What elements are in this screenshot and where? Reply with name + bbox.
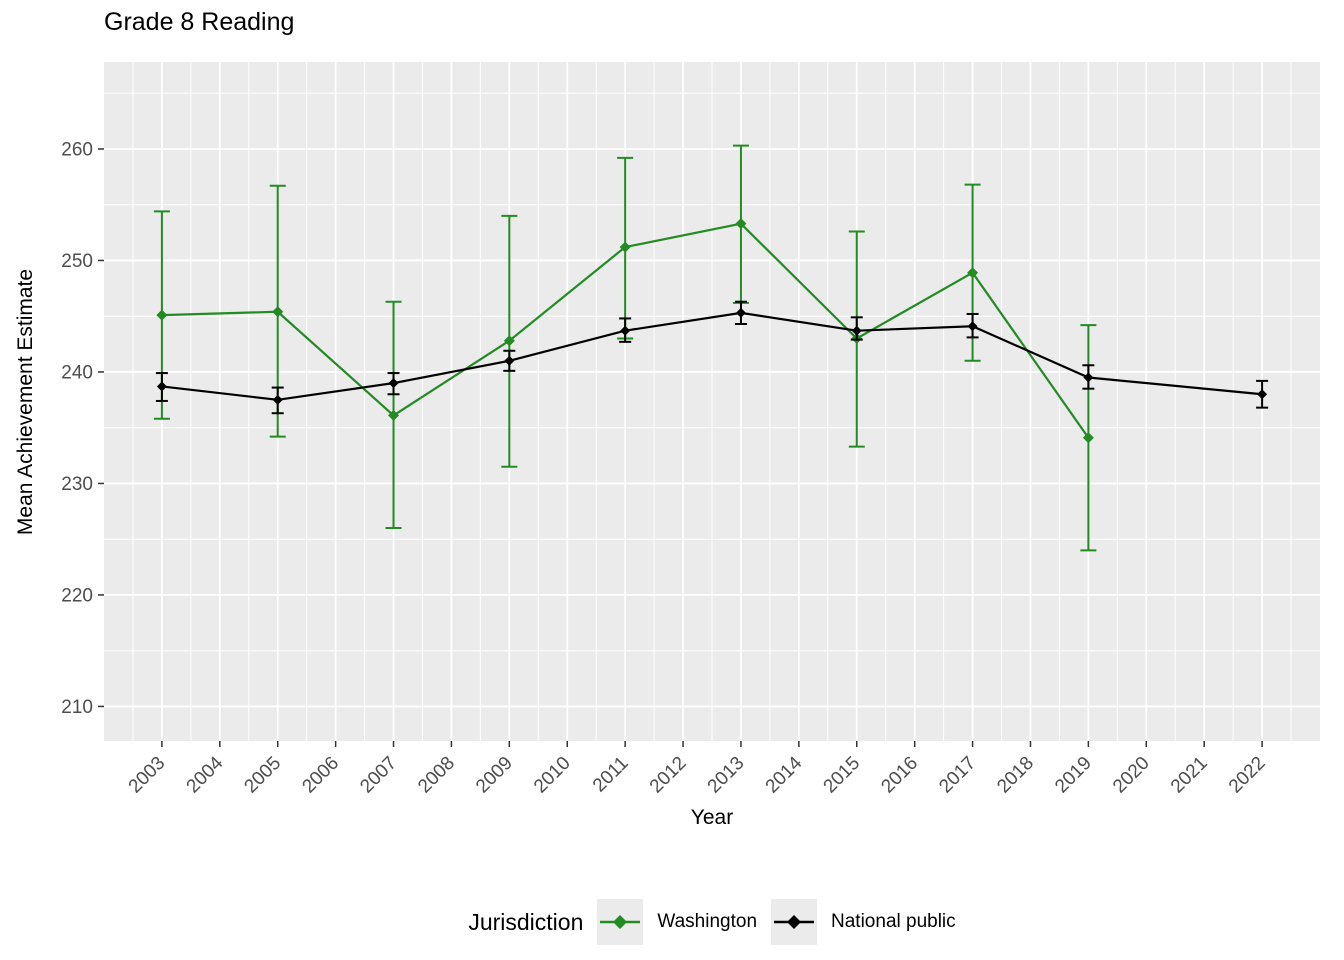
plot-area: 210 220 230 240 250 260 2003 2004 2005 2006 2007 20… [61,62,1320,798]
legend-key-national-public-icon [771,899,818,945]
x-tick-label: 2004 [183,752,228,797]
x-tick-label: 2016 [877,753,922,798]
series-line [161,311,1263,401]
y-axis-title: Mean Achievement Estimate [14,268,37,536]
x-tick-label: 2007 [356,753,401,798]
data-point [1083,372,1094,383]
x-tick-label: 2018 [993,753,1038,798]
x-tick-label: 2020 [1109,753,1154,798]
data-point [272,306,284,318]
x-tick-label: 2013 [704,753,749,798]
axis-ticks [98,148,1263,747]
x-tick-label: 2022 [1225,753,1270,798]
y-tick-label: 240 [61,362,93,383]
data-point [504,355,515,366]
data-point [503,335,515,347]
data-point [272,394,283,405]
y-tick-label: 260 [61,139,93,160]
y-tick-label: 250 [61,251,93,272]
x-tick-label: 2006 [298,753,343,798]
legend-item-national-public: National public [771,899,956,945]
data-point [967,321,978,332]
series-national-public [155,300,1269,415]
x-tick-label: 2015 [820,753,865,798]
x-tick-label: 2010 [530,753,575,798]
x-tick-label: 2014 [762,752,807,797]
data-point [388,378,399,389]
x-tick-label: 2021 [1167,753,1212,798]
legend-item-washington: Washington [597,899,757,945]
series-washington [153,144,1097,552]
data-point [735,307,746,318]
data-point [851,325,862,336]
legend-key-washington-icon [597,899,644,945]
legend: Jurisdiction Washington National public [104,897,1320,947]
chart-title: Grade 8 Reading [104,8,295,36]
y-tick-label: 210 [61,697,93,718]
data-point [620,325,631,336]
data-point [156,381,167,392]
data-point [388,409,400,421]
x-axis-title: Year [690,806,734,829]
x-tick-label: 2017 [935,753,980,798]
x-tick-label: 2011 [589,753,633,797]
grid-minor [104,62,1320,741]
data-point [1257,389,1268,400]
y-tick-label: 220 [61,585,93,606]
x-tick-label: 2012 [646,753,691,798]
data-point [156,309,168,321]
x-tick-label: 2009 [472,753,517,798]
data-point [1082,432,1094,444]
legend-label-national-public: National public [831,911,956,932]
x-tick-label: 2005 [241,753,286,798]
legend-title: Jurisdiction [468,908,584,935]
data-point [735,218,747,230]
legend-label-washington: Washington [657,911,758,932]
data-point [619,241,631,253]
data-point [967,267,979,279]
x-tick-label: 2008 [414,753,459,798]
x-tick-label: 2003 [125,753,170,798]
x-tick-label: 2019 [1051,753,1096,798]
y-tick-label: 230 [61,474,93,495]
